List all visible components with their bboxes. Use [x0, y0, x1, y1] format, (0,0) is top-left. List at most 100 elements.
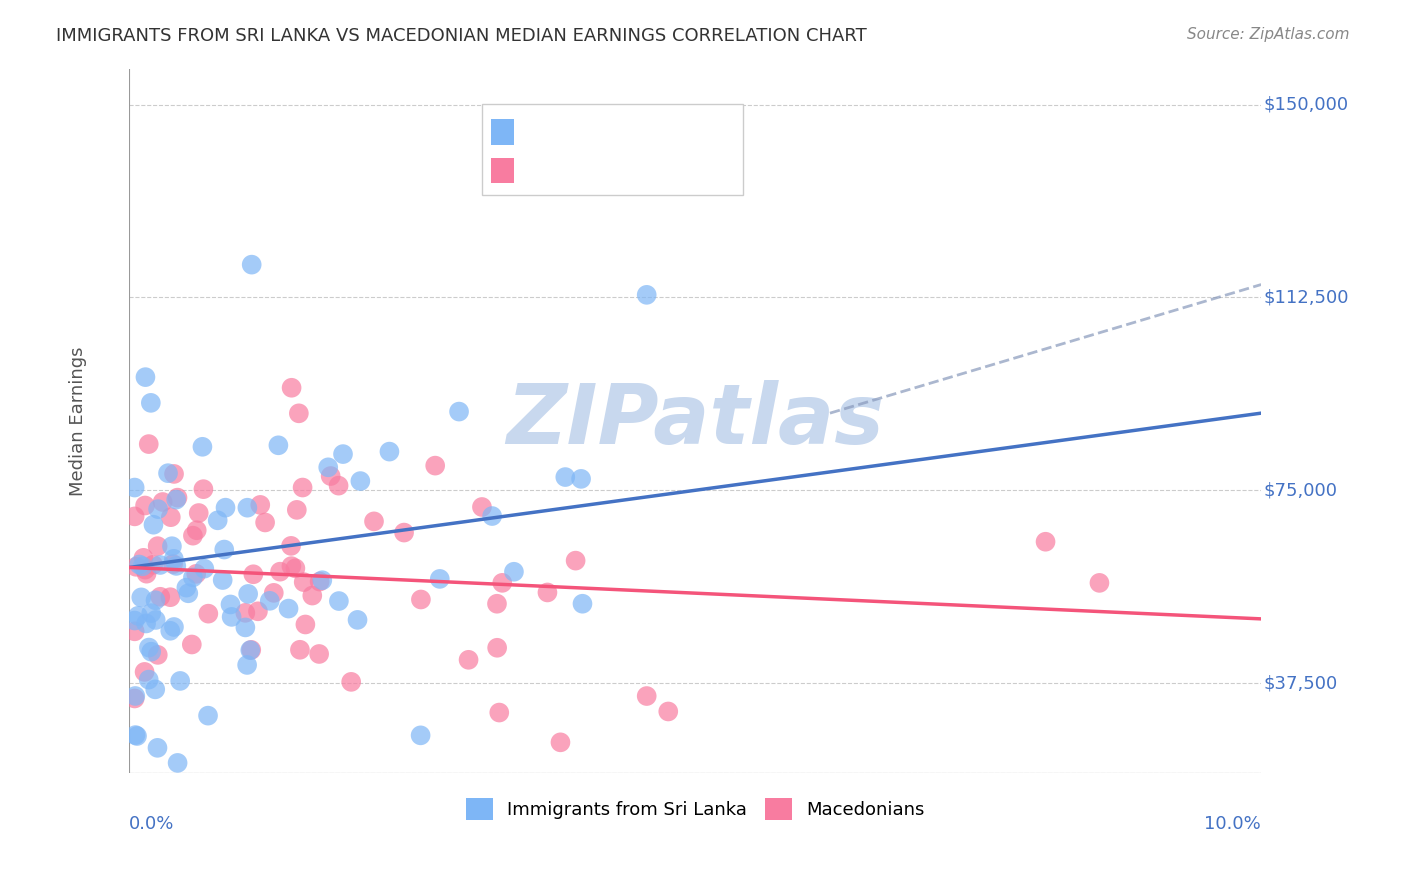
Point	[197, 607, 219, 621]
Point	[131, 559, 153, 574]
FancyBboxPatch shape	[492, 158, 515, 184]
Point	[135, 616, 157, 631]
Point	[471, 500, 494, 514]
Point	[149, 590, 172, 604]
Point	[554, 470, 576, 484]
Point	[363, 514, 385, 528]
Point	[221, 610, 243, 624]
Point	[1035, 534, 1057, 549]
Point	[233, 606, 256, 620]
Text: $75,000: $75,000	[1264, 482, 1337, 500]
Point	[636, 288, 658, 302]
Point	[207, 513, 229, 527]
Point	[240, 643, 263, 657]
Text: 0.0%: 0.0%	[129, 815, 174, 833]
Point	[288, 642, 311, 657]
Point	[238, 587, 260, 601]
Point	[214, 500, 236, 515]
Point	[569, 472, 592, 486]
FancyBboxPatch shape	[492, 120, 515, 145]
Point	[180, 638, 202, 652]
Point	[124, 728, 146, 742]
Point	[132, 550, 155, 565]
Point	[249, 498, 271, 512]
Point	[308, 647, 330, 661]
Point	[187, 506, 209, 520]
Point	[159, 591, 181, 605]
Text: Source: ZipAtlas.com: Source: ZipAtlas.com	[1187, 27, 1350, 42]
Point	[134, 665, 156, 679]
Point	[193, 482, 215, 496]
Point	[186, 566, 208, 581]
Point	[319, 469, 342, 483]
Point	[134, 563, 156, 577]
Point	[159, 624, 181, 638]
Point	[328, 594, 350, 608]
Point	[267, 438, 290, 452]
Point	[146, 502, 169, 516]
Point	[328, 478, 350, 492]
Point	[152, 495, 174, 509]
Point	[550, 735, 572, 749]
Text: $112,500: $112,500	[1264, 288, 1348, 307]
Point	[486, 640, 509, 655]
Point	[280, 559, 302, 574]
Point	[429, 572, 451, 586]
Point	[242, 567, 264, 582]
Point	[536, 585, 558, 599]
Point	[211, 573, 233, 587]
Point	[166, 491, 188, 505]
Point	[449, 404, 471, 418]
Point	[165, 558, 187, 573]
Point	[294, 617, 316, 632]
Point	[239, 643, 262, 657]
Point	[392, 525, 415, 540]
Point	[254, 516, 277, 530]
Point	[378, 444, 401, 458]
Legend: Immigrants from Sri Lanka, Macedonians: Immigrants from Sri Lanka, Macedonians	[458, 791, 932, 828]
Point	[124, 624, 146, 639]
Point	[292, 575, 315, 590]
Point	[143, 682, 166, 697]
Point	[340, 674, 363, 689]
Point	[346, 613, 368, 627]
Point	[349, 474, 371, 488]
Point	[277, 601, 299, 615]
Text: $37,500: $37,500	[1264, 674, 1337, 692]
Point	[125, 559, 148, 574]
Point	[127, 608, 149, 623]
Point	[145, 593, 167, 607]
Point	[316, 460, 339, 475]
Point	[134, 499, 156, 513]
Point	[159, 510, 181, 524]
Point	[138, 673, 160, 687]
Point	[146, 740, 169, 755]
Point	[193, 562, 215, 576]
Point	[165, 492, 187, 507]
Point	[145, 613, 167, 627]
Point	[186, 523, 208, 537]
Point	[235, 620, 257, 634]
Text: Median Earnings: Median Earnings	[69, 346, 87, 496]
Point	[146, 539, 169, 553]
Point	[284, 561, 307, 575]
Point	[124, 689, 146, 703]
Point	[481, 509, 503, 524]
Point	[301, 589, 323, 603]
Point	[212, 542, 235, 557]
Point	[138, 640, 160, 655]
Point	[269, 565, 291, 579]
Point	[240, 258, 263, 272]
Point	[197, 708, 219, 723]
Point	[176, 581, 198, 595]
Point	[425, 458, 447, 473]
Point	[177, 586, 200, 600]
Point	[308, 574, 330, 589]
Point	[280, 381, 302, 395]
Point	[138, 437, 160, 451]
Point	[124, 481, 146, 495]
Point	[503, 565, 526, 579]
Point	[141, 645, 163, 659]
Text: R =  0.222   N = 69: R = 0.222 N = 69	[520, 123, 696, 141]
Point	[129, 591, 152, 605]
